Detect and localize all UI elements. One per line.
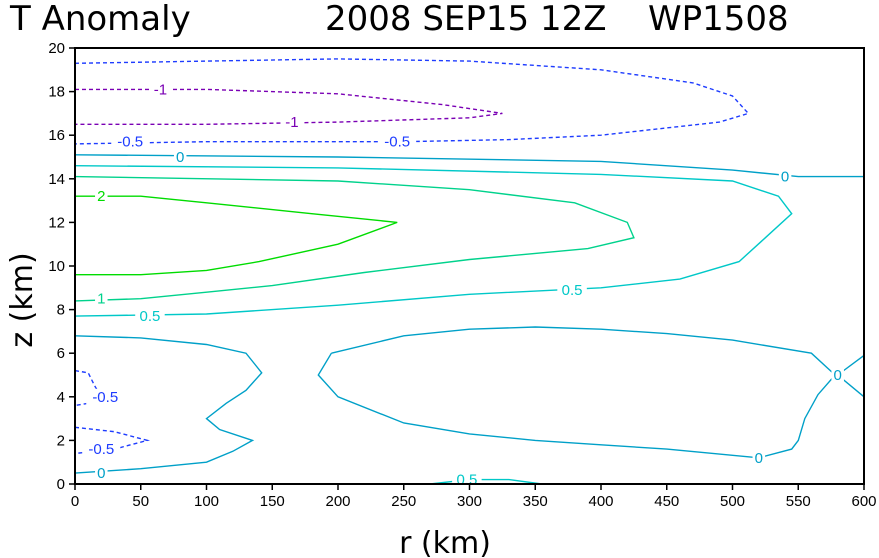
contour-label: 0 <box>97 465 105 482</box>
y-tick-label: 20 <box>48 40 65 57</box>
contour-line <box>430 478 542 485</box>
contour-line <box>74 175 635 302</box>
y-tick-label: 16 <box>48 127 65 144</box>
contour-label-bg <box>778 168 792 185</box>
contour-label-bg <box>831 367 844 383</box>
contour-line <box>75 88 503 126</box>
x-tick-label: 550 <box>786 493 811 510</box>
contour-label: -0.5 <box>92 389 118 406</box>
x-tick-label: 400 <box>588 493 613 510</box>
contour-line <box>75 195 398 276</box>
contour-label-bg <box>281 114 303 131</box>
contour-label: 0 <box>781 169 789 186</box>
plot-frame <box>74 47 865 485</box>
contour-label-bg <box>111 133 150 150</box>
y-tick-label: 10 <box>48 258 65 275</box>
x-tick-label: 150 <box>260 493 285 510</box>
y-tick-label: 8 <box>57 302 65 319</box>
contour-label: 0 <box>834 367 842 384</box>
chart-title-storm: WP1508 <box>648 0 789 39</box>
y-tick-label: 14 <box>48 171 65 188</box>
contour-line <box>317 326 837 459</box>
x-axis-ticks: 0 50 100 150 200 250 300 350 400 450 500 550 600 <box>71 484 877 510</box>
y-axis-ticks: 0 2 4 6 8 10 12 14 16 18 20 <box>48 40 75 493</box>
contour-line <box>74 154 864 178</box>
contour-labels: -1 -1 -0.5 -0.5 0 0 2 1 0.5 0.5 -0.5 -0.5 0 0 0 0.5 <box>82 81 844 489</box>
contour-label: -1 <box>285 114 298 131</box>
contour-label: 0 <box>176 149 184 166</box>
y-axis-label: z (km) <box>5 252 40 347</box>
contour-label: 0.5 <box>456 472 477 489</box>
contour-label: 0.5 <box>140 308 161 325</box>
contour-label-bg <box>149 81 171 98</box>
contour-label: -1 <box>154 81 167 98</box>
x-tick-label: 450 <box>654 493 679 510</box>
x-tick-label: 500 <box>720 493 745 510</box>
contour-label: -0.5 <box>384 134 410 151</box>
y-tick-label: 12 <box>48 214 65 231</box>
contour-label-bg <box>378 133 417 150</box>
y-tick-label: 0 <box>57 476 65 493</box>
contour-lines <box>74 58 865 485</box>
x-tick-label: 0 <box>71 493 79 510</box>
contour-label-bg <box>95 188 108 205</box>
y-tick-label: 18 <box>48 84 65 101</box>
x-tick-label: 600 <box>851 493 876 510</box>
contour-label: 0 <box>755 450 763 467</box>
contour-label: -0.5 <box>88 441 114 458</box>
contour-label-bg <box>95 290 108 307</box>
contour-line <box>74 165 793 317</box>
x-tick-label: 350 <box>523 493 548 510</box>
x-tick-label: 100 <box>194 493 219 510</box>
contour-line <box>74 369 103 407</box>
contour-label-bg <box>95 465 108 482</box>
contour-label-bg <box>557 281 587 298</box>
contour-label: 2 <box>97 188 105 205</box>
chart-title-variable: T Anomaly <box>9 0 191 39</box>
y-tick-label: 2 <box>57 432 65 449</box>
contour-label-bg <box>752 449 766 466</box>
x-tick-label: 300 <box>457 493 482 510</box>
contour-label-bg <box>82 441 121 458</box>
contour-label: 0.5 <box>562 282 583 299</box>
x-tick-label: 50 <box>132 493 149 510</box>
x-tick-label: 200 <box>325 493 350 510</box>
contour-label: 1 <box>97 291 105 308</box>
y-tick-label: 4 <box>57 389 65 406</box>
y-tick-label: 6 <box>57 345 65 362</box>
contour-label: -0.5 <box>117 134 143 151</box>
chart-title-date: 2008 SEP15 12Z <box>325 0 607 39</box>
x-tick-label: 250 <box>391 493 416 510</box>
contour-label-bg <box>135 308 165 325</box>
x-axis-label: r (km) <box>399 526 491 558</box>
contour-label-bg <box>173 149 187 165</box>
contour-label-bg <box>86 388 125 405</box>
contour-line <box>74 335 263 474</box>
contour-line <box>74 58 750 145</box>
